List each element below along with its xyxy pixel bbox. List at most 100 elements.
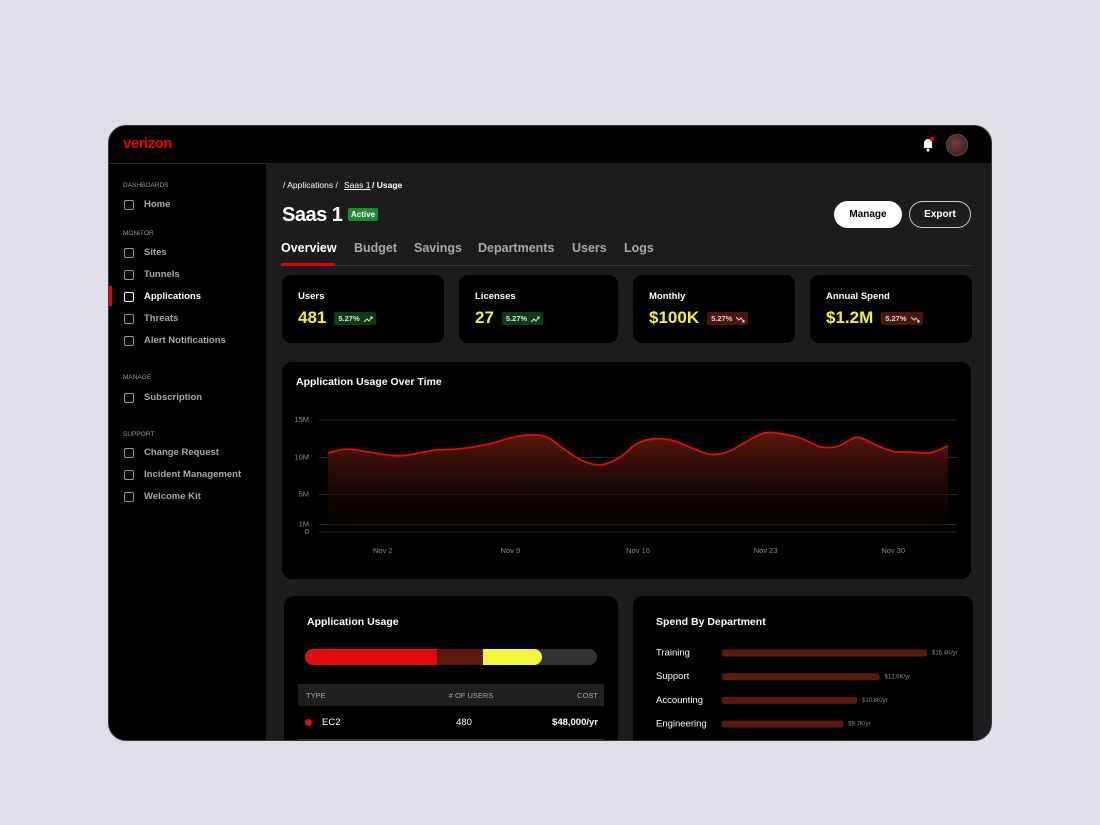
spend-card xyxy=(633,596,973,740)
chart-title: Spend By Department xyxy=(656,616,766,628)
sidebar-heading: MONITOR xyxy=(123,230,154,237)
breadcrumb-item: / Usage xyxy=(372,180,403,190)
kpi-change: 5.27% xyxy=(334,312,376,325)
category-label: Accounting xyxy=(656,695,703,706)
charts-layer: Application Usage Over Time 01M 5M 10M 15M No… xyxy=(294,376,958,730)
kpi-label: Monthly xyxy=(649,291,686,302)
bar xyxy=(722,720,844,728)
tab[interactable]: Savings xyxy=(414,241,462,255)
usage-card xyxy=(284,596,618,740)
trend-down-icon xyxy=(736,316,745,323)
nav-item[interactable]: Sites xyxy=(144,247,167,258)
y-tick-label: 15M xyxy=(294,415,309,424)
trend-down-icon xyxy=(910,316,920,323)
kpi-card xyxy=(633,275,795,343)
table-header-cell: COST xyxy=(577,691,598,700)
area-fill xyxy=(328,432,948,540)
nav-icon xyxy=(124,492,134,502)
tab-divider xyxy=(281,265,971,266)
tab[interactable]: Departments xyxy=(478,241,555,255)
button-manage[interactable]: Manage xyxy=(834,201,902,228)
sidebar-heading: MANAGE xyxy=(123,374,152,381)
table-cell: 480 xyxy=(456,717,472,728)
app-frame: verizon DASHBOARDS Home MONITOR Sites Tunnel… xyxy=(108,125,992,741)
notification-bell[interactable] xyxy=(921,136,935,152)
table-header xyxy=(298,684,604,706)
nav-icon xyxy=(124,393,134,403)
value-label: $12.6K/yr xyxy=(885,674,911,680)
sidebar-heading: SUPPORT xyxy=(123,431,155,438)
table-header-cell: TYPE xyxy=(306,691,326,700)
chart-title: Application Usage Over Time xyxy=(296,376,442,388)
y-tick-label: 1M xyxy=(299,520,309,529)
category-label: Support xyxy=(656,671,690,682)
nav-item[interactable]: Threats xyxy=(144,313,179,324)
tab[interactable]: Budget xyxy=(354,241,398,255)
brand-logo: verizon xyxy=(123,135,173,152)
nav-icon xyxy=(124,270,134,280)
nav-icon xyxy=(124,470,134,480)
usage-seg-2 xyxy=(437,649,483,665)
kpi-change: 5.27% xyxy=(707,312,749,325)
nav-item[interactable]: Incident Management xyxy=(144,469,242,480)
table-header-cell: # OF USERS xyxy=(448,691,494,700)
bar xyxy=(722,649,927,657)
sidebar-heading: DASHBOARDS xyxy=(123,182,169,189)
tab-underline xyxy=(281,263,335,266)
nav-item[interactable]: Subscription xyxy=(144,392,203,403)
trend-up-icon xyxy=(531,316,540,323)
nav-item[interactable]: Alert Notifications xyxy=(144,335,226,346)
user-avatar[interactable] xyxy=(946,134,968,156)
kpi-card xyxy=(810,275,972,343)
nav-icon xyxy=(124,448,134,458)
kpi-value: $1.2M xyxy=(826,308,874,327)
usage-seg-1 xyxy=(305,649,437,665)
button-export[interactable]: Export xyxy=(909,201,971,228)
trend-up-icon xyxy=(363,316,373,323)
kpi-card xyxy=(459,275,618,343)
nav-icon xyxy=(124,336,134,346)
table-cell: $48,000/yr xyxy=(552,717,598,728)
table-cell: EC2 xyxy=(322,717,341,728)
kpi-label: Licenses xyxy=(475,291,516,302)
x-tick-label: Nov 16 xyxy=(626,546,650,555)
bar xyxy=(722,673,880,681)
tab[interactable]: Logs xyxy=(624,241,654,255)
x-tick-label: Nov 2 xyxy=(373,546,393,555)
kpi-card xyxy=(282,275,444,343)
row-dot xyxy=(305,719,312,726)
x-tick-label: Nov 9 xyxy=(501,546,521,555)
nav-icon xyxy=(124,292,134,302)
nav-icon xyxy=(124,248,134,258)
nav-item[interactable]: Applications xyxy=(144,291,202,302)
status-badge: Active xyxy=(348,208,379,221)
y-tick-label: 0 xyxy=(305,527,309,536)
nav-item[interactable]: Welcome Kit xyxy=(144,491,201,502)
tab[interactable]: Users xyxy=(572,241,607,255)
breadcrumb-item[interactable]: Saas 1 xyxy=(344,180,371,190)
kpi-value: 27 xyxy=(475,308,494,327)
value-label: $16.4K/yr xyxy=(932,651,958,657)
nav-icon xyxy=(124,314,134,324)
nav-item[interactable]: Change Request xyxy=(144,447,219,458)
nav-item[interactable]: Tunnels xyxy=(144,269,180,280)
y-tick-label: 10M xyxy=(294,452,309,461)
kpi-label: Users xyxy=(298,291,325,302)
tab[interactable]: Overview xyxy=(281,241,337,255)
kpi-value: $100K xyxy=(649,308,700,327)
value-label: $9.7K/yr xyxy=(848,722,870,728)
usage-title: Application Usage xyxy=(307,616,399,628)
breadcrumb-item[interactable]: / Applications / xyxy=(283,180,338,190)
kpi-value: 481 xyxy=(298,308,327,327)
page-title: Saas 1 xyxy=(282,204,343,226)
active-indicator xyxy=(109,286,112,306)
row-divider xyxy=(298,739,604,740)
kpi-change: 5.27% xyxy=(881,312,923,325)
value-label: $10.8K/yr xyxy=(862,698,888,704)
category-label: Training xyxy=(656,648,690,659)
nav-item[interactable]: Home xyxy=(144,199,171,210)
usage-seg-3 xyxy=(483,649,542,665)
area-line xyxy=(327,431,949,466)
y-tick-label: 5M xyxy=(299,490,309,499)
